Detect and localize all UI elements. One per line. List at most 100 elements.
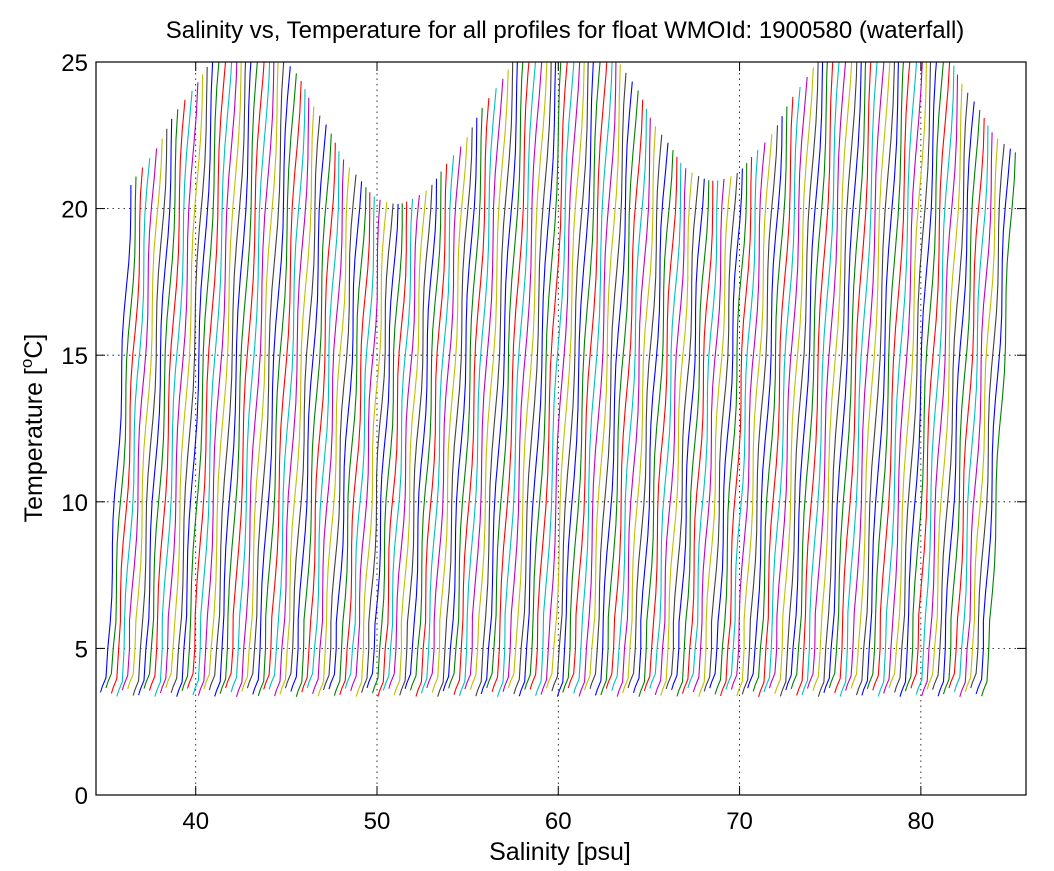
profile-line bbox=[404, 178, 438, 689]
profile-line bbox=[279, 106, 315, 695]
profile-line bbox=[317, 167, 351, 697]
profile-line bbox=[431, 137, 468, 693]
profile-line bbox=[649, 162, 682, 689]
y-tick-label: 15 bbox=[61, 343, 88, 370]
profile-line bbox=[535, 62, 575, 697]
y-axis-title-superscript: o bbox=[17, 359, 36, 368]
profile-line bbox=[904, 62, 944, 692]
profile-line bbox=[491, 62, 530, 692]
profile-lines bbox=[99, 62, 1016, 697]
profile-line bbox=[480, 62, 518, 695]
profile-line bbox=[975, 148, 1011, 695]
profile-line bbox=[138, 118, 173, 696]
profile-line bbox=[817, 62, 858, 697]
profile-line bbox=[263, 80, 302, 690]
profile-line bbox=[241, 62, 279, 692]
profile-line bbox=[388, 195, 420, 689]
profile-line bbox=[409, 171, 442, 691]
profile-line bbox=[921, 74, 959, 697]
profile-line bbox=[894, 62, 932, 693]
profile-line bbox=[257, 73, 297, 697]
profile-line bbox=[643, 156, 678, 692]
profile-line bbox=[736, 134, 773, 697]
profile-line bbox=[709, 168, 743, 689]
x-tick-label: 50 bbox=[364, 808, 391, 835]
profile-line bbox=[442, 117, 478, 692]
profile-line bbox=[763, 86, 801, 693]
profile-line bbox=[915, 65, 955, 695]
profile-line bbox=[719, 156, 753, 697]
profile-line bbox=[551, 62, 589, 692]
profile-line bbox=[252, 66, 291, 695]
profile-line bbox=[828, 62, 867, 689]
profile-line bbox=[584, 64, 621, 691]
x-tick-label: 60 bbox=[545, 808, 572, 835]
profile-line bbox=[399, 184, 433, 696]
profile-line bbox=[948, 117, 985, 689]
profile-line bbox=[165, 74, 204, 689]
profile-line bbox=[225, 62, 265, 689]
profile-line bbox=[192, 62, 233, 696]
x-axis-title: Salinity [psu] bbox=[489, 838, 631, 866]
y-axis-title-end: C] bbox=[20, 334, 48, 359]
profile-line bbox=[877, 62, 918, 697]
profile-line bbox=[518, 62, 557, 697]
profile-line bbox=[681, 180, 714, 694]
profile-line bbox=[589, 72, 627, 689]
y-tick-label: 5 bbox=[75, 636, 88, 663]
profile-line bbox=[660, 172, 693, 696]
profile-line bbox=[170, 66, 208, 694]
profile-line bbox=[99, 184, 132, 693]
y-tick-label: 20 bbox=[61, 197, 88, 224]
x-tick-label: 40 bbox=[182, 808, 209, 835]
profile-line bbox=[562, 62, 601, 693]
y-axis-title-main: Temperature [ bbox=[20, 368, 48, 522]
profile-line bbox=[823, 62, 862, 693]
x-tick-label: 70 bbox=[726, 808, 753, 835]
profile-line bbox=[845, 62, 885, 691]
profile-line bbox=[676, 180, 710, 697]
profile-line bbox=[926, 83, 963, 690]
profile-line bbox=[899, 62, 937, 697]
profile-line bbox=[747, 116, 783, 689]
profile-line bbox=[366, 203, 399, 689]
profile-line bbox=[312, 159, 345, 694]
profile-line bbox=[872, 62, 911, 691]
profile-line bbox=[600, 90, 639, 696]
profile-line bbox=[339, 192, 371, 696]
profile-line bbox=[540, 62, 581, 695]
profile-line bbox=[110, 167, 144, 694]
profile-line bbox=[730, 142, 766, 690]
axis-ticks: 40 50 60 70 80 0 5 10 15 20 25 bbox=[61, 50, 1026, 835]
profile-line bbox=[692, 178, 725, 693]
profile-line bbox=[127, 138, 163, 690]
profile-line bbox=[790, 62, 828, 690]
profile-line bbox=[355, 202, 388, 697]
profile-line bbox=[458, 88, 497, 696]
profile-line bbox=[796, 62, 834, 696]
profile-line bbox=[834, 62, 872, 694]
profile-line bbox=[208, 62, 247, 691]
profile-line bbox=[377, 201, 408, 697]
profile-line bbox=[496, 62, 537, 697]
profile-line bbox=[698, 176, 732, 697]
profile-line bbox=[567, 62, 608, 689]
profile-line bbox=[812, 62, 853, 692]
profile-line bbox=[176, 62, 214, 697]
profile-line bbox=[714, 163, 748, 695]
profile-line bbox=[453, 97, 490, 695]
profile-line bbox=[937, 101, 975, 697]
profile-line bbox=[219, 62, 258, 694]
profile-line bbox=[382, 198, 414, 691]
profile-line bbox=[371, 203, 403, 694]
profile-line bbox=[806, 62, 847, 689]
profile-line bbox=[850, 62, 891, 689]
profile-line bbox=[159, 82, 199, 694]
profile-line bbox=[529, 62, 568, 690]
profile-line bbox=[573, 62, 613, 694]
profile-line bbox=[464, 78, 504, 690]
profile-line bbox=[502, 62, 543, 692]
profile-line bbox=[981, 152, 1016, 697]
profile-line bbox=[274, 97, 310, 697]
